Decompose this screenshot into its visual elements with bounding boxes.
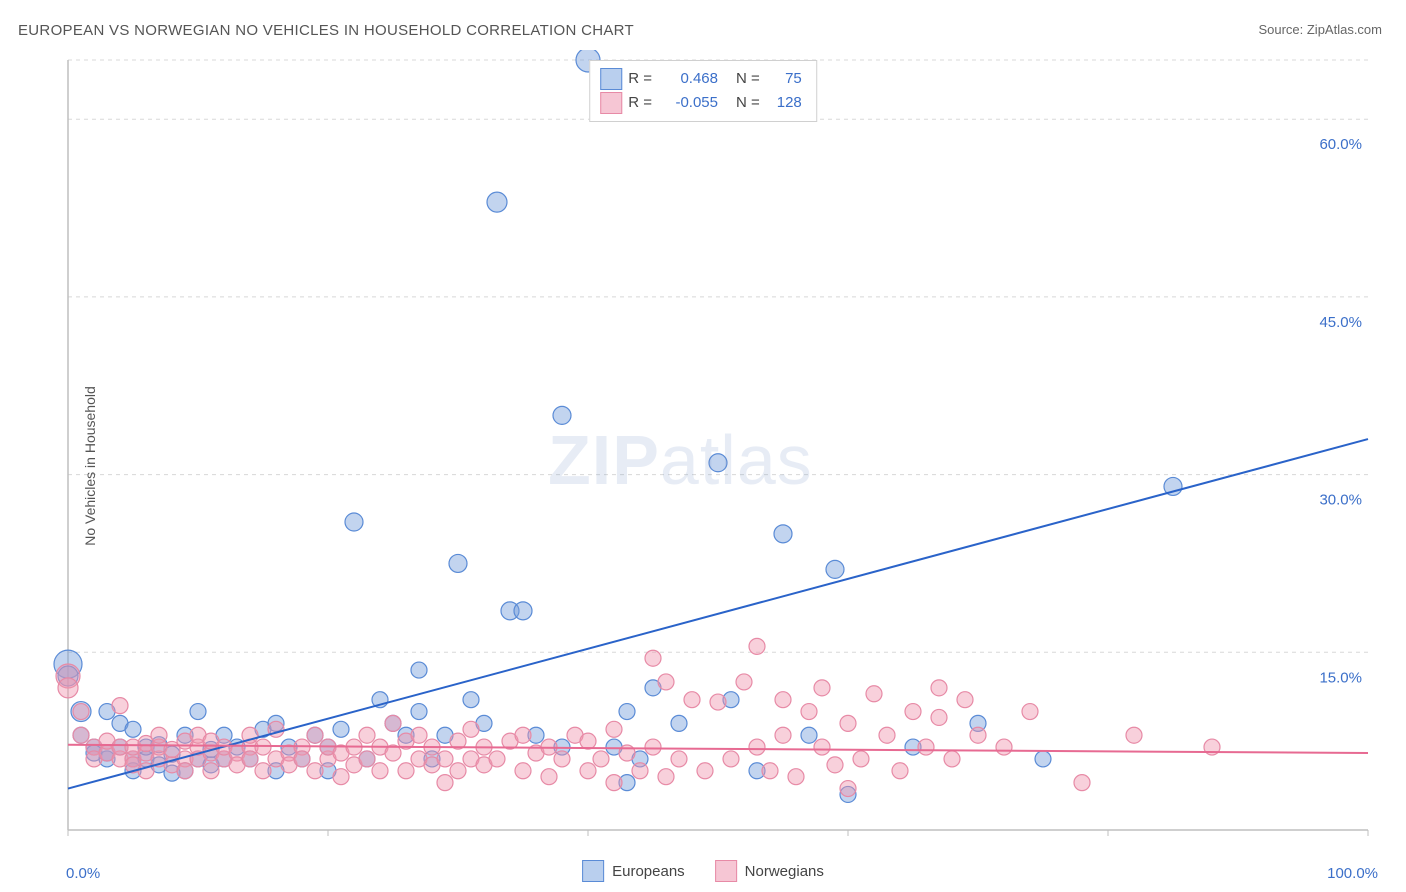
- r-value: -0.055: [658, 91, 718, 115]
- n-value: 128: [766, 91, 802, 115]
- chart-title: EUROPEAN VS NORWEGIAN NO VEHICLES IN HOU…: [18, 22, 634, 39]
- series-legend-item: Norwegians: [715, 860, 824, 882]
- legend-swatch: [600, 92, 622, 114]
- chart-container: No Vehicles in Household 15.0% 30.0% 45.0%…: [18, 50, 1388, 882]
- svg-text:60.0%: 60.0%: [1319, 136, 1362, 153]
- series-legend: Europeans Norwegians: [582, 860, 824, 882]
- x-axis-max-label: 100.0%: [1327, 865, 1378, 882]
- n-label: N =: [736, 67, 760, 91]
- svg-text:30.0%: 30.0%: [1319, 492, 1362, 509]
- source-attribution: Source: ZipAtlas.com: [1258, 22, 1382, 37]
- legend-swatch: [600, 68, 622, 90]
- correlation-legend-row: R =0.468 N =75: [600, 67, 802, 91]
- correlation-legend-row: R =-0.055 N =128: [600, 91, 802, 115]
- r-value: 0.468: [658, 67, 718, 91]
- series-legend-item: Europeans: [582, 860, 685, 882]
- n-value: 75: [766, 67, 802, 91]
- series-legend-label: Europeans: [612, 863, 685, 880]
- legend-swatch: [582, 860, 604, 882]
- svg-text:45.0%: 45.0%: [1319, 314, 1362, 331]
- source-prefix: Source:: [1258, 22, 1306, 37]
- legend-swatch: [715, 860, 737, 882]
- n-label: N =: [736, 91, 760, 115]
- x-axis-min-label: 0.0%: [66, 865, 100, 882]
- correlation-legend: R =0.468 N =75 R =-0.055 N =128: [589, 60, 817, 122]
- scatter-chart: 15.0% 30.0% 45.0% 60.0%: [18, 50, 1388, 882]
- y-axis-label: No Vehicles in Household: [82, 386, 98, 546]
- svg-text:15.0%: 15.0%: [1319, 669, 1362, 686]
- series-legend-label: Norwegians: [745, 863, 824, 880]
- r-label: R =: [628, 67, 652, 91]
- r-label: R =: [628, 91, 652, 115]
- source-link[interactable]: ZipAtlas.com: [1307, 22, 1382, 37]
